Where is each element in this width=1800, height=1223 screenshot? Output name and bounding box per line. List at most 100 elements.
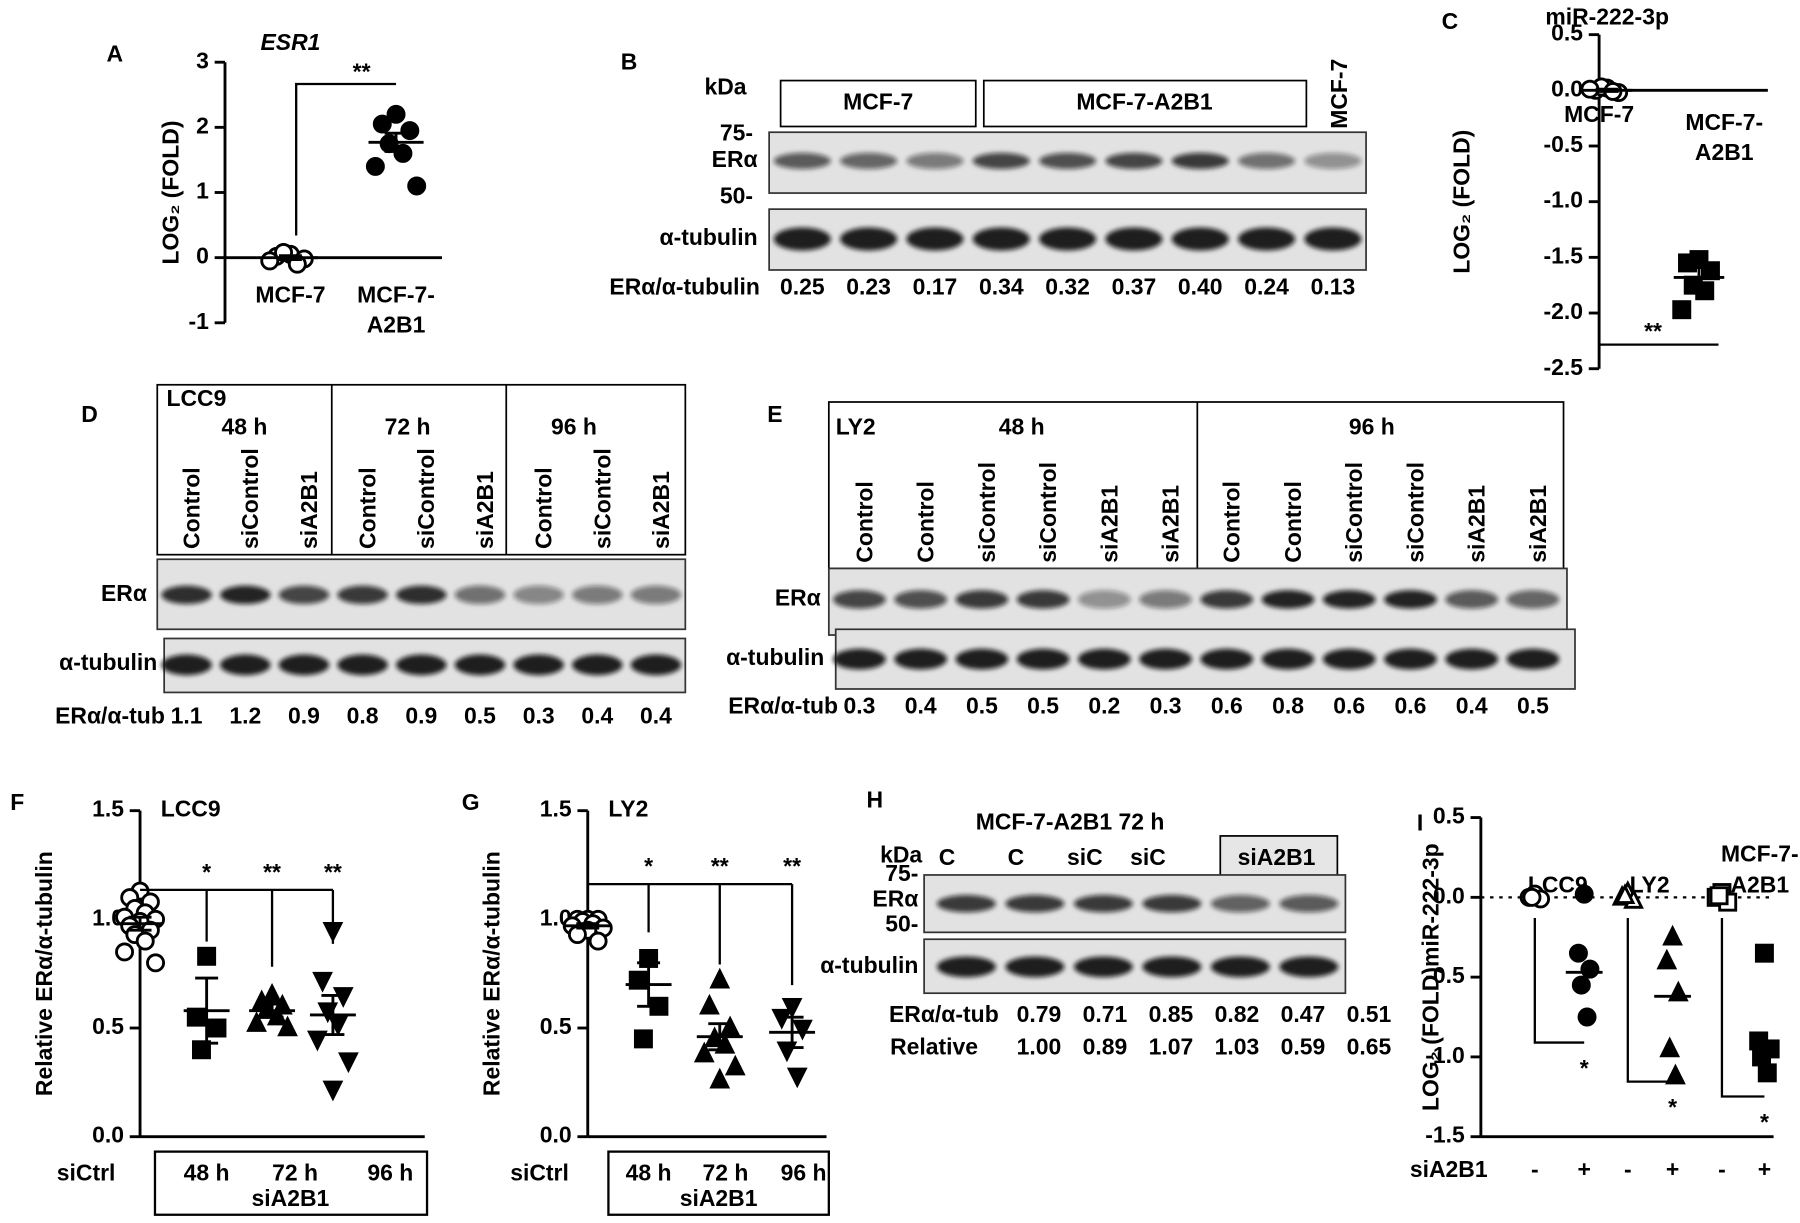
y-tick-label: -1.5 <box>1544 242 1584 268</box>
band <box>1238 227 1296 251</box>
band <box>1322 590 1376 609</box>
band <box>1384 648 1437 670</box>
significance-label: * <box>644 853 653 879</box>
band <box>1016 590 1070 609</box>
significance-bracket <box>1720 918 1765 1098</box>
band <box>161 585 212 605</box>
lane-label: siControl <box>237 448 263 549</box>
lane-label: siC <box>1067 844 1103 870</box>
lane-label: siControl <box>1402 462 1428 563</box>
chart-title: ESR1 <box>260 29 320 55</box>
ratio-value: 0.8 <box>1272 692 1304 718</box>
data-point <box>307 1030 328 1052</box>
panel-letter: A <box>107 40 124 66</box>
x-tick-label: 48 h <box>184 1160 230 1186</box>
ratio-value: 0.5 <box>1027 692 1059 718</box>
data-point <box>261 982 283 1004</box>
band <box>513 654 564 676</box>
x-tick-label: siCtrl <box>57 1160 116 1186</box>
band <box>278 585 330 605</box>
group-box <box>779 79 977 128</box>
y-tick-label: 0.0 <box>1433 882 1465 908</box>
y-tick-label: -0.5 <box>1425 962 1465 988</box>
y-tick-label: -1.5 <box>1425 1122 1465 1148</box>
y-tick-label: -1.0 <box>1425 1042 1465 1068</box>
ratio-value: 0.3 <box>843 692 875 718</box>
row-label: α-tubulin <box>59 649 157 675</box>
data-point <box>191 1040 211 1060</box>
band <box>773 152 831 169</box>
data-point <box>781 998 803 1019</box>
ratio-value: 0.6 <box>1211 692 1243 718</box>
band <box>1279 895 1339 913</box>
significance-bracket <box>295 82 397 236</box>
significance-label: * <box>1580 1055 1589 1081</box>
band <box>1139 590 1192 609</box>
ratio-value: 0.13 <box>1311 273 1356 299</box>
x-tick-label: - <box>1531 1156 1539 1182</box>
panel-letter: C <box>1442 8 1459 34</box>
significance-bracket <box>1597 149 1719 346</box>
data-point <box>197 946 217 966</box>
y-axis-label: Relative ERα/α-tubulin <box>479 851 505 1096</box>
relative-value: 0.65 <box>1347 1033 1392 1059</box>
band <box>396 654 447 676</box>
group-label: siA2B1 <box>252 1185 330 1211</box>
data-point <box>1659 1036 1681 1058</box>
group-box <box>607 1150 830 1216</box>
lane-label: siA2B1 <box>1158 485 1184 563</box>
row-label: α-tubulin <box>659 224 757 250</box>
y-axis-label: LOG₂ (FOLD)miR-222-3p <box>1418 843 1444 1111</box>
data-point <box>786 1067 808 1089</box>
lane-label: Control <box>531 467 557 549</box>
band <box>1105 152 1163 169</box>
lane-label: Control <box>913 481 939 563</box>
lane-box <box>1219 835 1339 880</box>
band <box>1005 956 1065 978</box>
band <box>833 648 886 670</box>
band <box>1506 590 1560 609</box>
lane-header <box>156 383 687 556</box>
data-point <box>1757 1063 1777 1083</box>
band <box>1142 956 1202 978</box>
lane-label: siControl <box>974 462 1000 563</box>
significance-label: ** <box>783 853 801 879</box>
kda-label: kDa <box>704 74 746 100</box>
band <box>1261 648 1315 670</box>
band <box>1078 648 1131 670</box>
ratio-value: 0.5 <box>464 703 496 729</box>
data-point <box>1568 943 1588 963</box>
cell-line: LY2 <box>836 413 876 439</box>
group-label: MCF-7-A2B1 <box>1076 89 1213 115</box>
x-tick-label: - <box>1624 1156 1632 1182</box>
y-tick-label: 0.5 <box>1433 803 1465 829</box>
band <box>1261 590 1315 609</box>
data-point <box>365 156 385 176</box>
band <box>1142 895 1202 913</box>
data-point <box>400 121 420 141</box>
band <box>1304 152 1362 169</box>
data-point <box>1522 887 1542 907</box>
data-point <box>1614 883 1636 905</box>
lane-label: siC <box>1130 844 1166 870</box>
lane-label: Control <box>1219 481 1245 563</box>
x-tick-label: MCF-7- <box>357 281 435 307</box>
ratio-value: 0.4 <box>640 703 672 729</box>
band <box>454 654 506 676</box>
ratio-label: ERα/α-tub <box>55 703 165 729</box>
band <box>1073 956 1133 978</box>
data-point <box>1665 1063 1686 1085</box>
band <box>337 654 388 676</box>
ratio-value: 0.6 <box>1395 692 1427 718</box>
row-label: ERα <box>101 580 147 606</box>
data-point <box>1574 884 1594 904</box>
lane-label: Control <box>851 481 877 563</box>
band <box>572 585 623 605</box>
band <box>1073 895 1133 913</box>
ratio-value: 0.25 <box>780 273 825 299</box>
y-tick-label: 2 <box>196 112 209 138</box>
group-label: 96 h <box>1349 413 1395 439</box>
significance-label: ** <box>263 859 281 885</box>
band <box>894 590 947 609</box>
band <box>1445 590 1499 609</box>
